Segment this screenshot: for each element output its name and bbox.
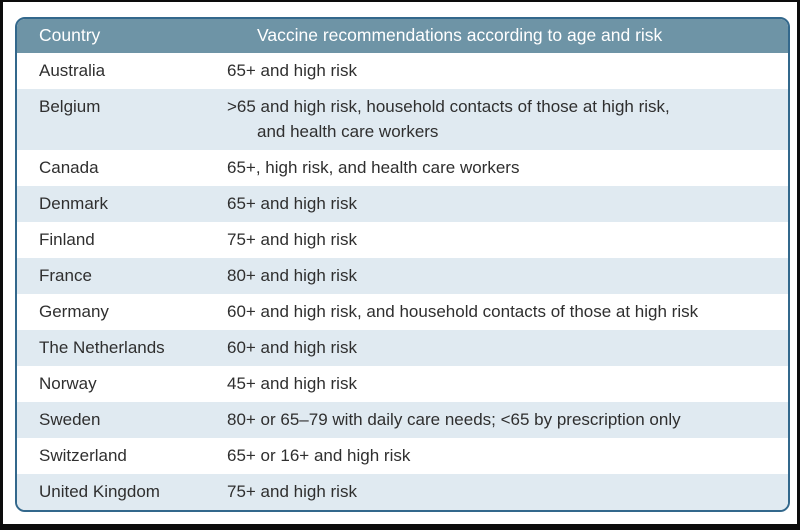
country-cell: Switzerland xyxy=(39,446,127,465)
country-cell: Finland xyxy=(39,230,95,249)
table-row: Finland 75+ and high risk xyxy=(17,222,788,258)
country-cell: Germany xyxy=(39,302,109,321)
recommendation-cell: 80+ and high risk xyxy=(227,266,357,285)
country-cell: France xyxy=(39,266,92,285)
recommendation-cell: 75+ and high risk xyxy=(227,230,357,249)
column-header-country: Country xyxy=(17,19,227,53)
country-cell: Sweden xyxy=(39,410,101,429)
table-row: Germany 60+ and high risk, and household… xyxy=(17,294,788,330)
country-cell: Denmark xyxy=(39,194,108,213)
country-cell: Canada xyxy=(39,158,99,177)
table-row: Australia 65+ and high risk xyxy=(17,53,788,89)
country-cell: Australia xyxy=(39,61,106,80)
recommendation-cell: 45+ and high risk xyxy=(227,374,357,393)
table-row: France 80+ and high risk xyxy=(17,258,788,294)
recommendation-cell: 80+ or 65–79 with daily care needs; <65 … xyxy=(227,410,681,429)
table-row: Belgium >65 and high risk, household con… xyxy=(17,89,788,150)
recommendation-cell: 65+, high risk, and health care workers xyxy=(227,158,520,177)
vaccine-table-card: Country Vaccine recommendations accordin… xyxy=(15,17,790,512)
recommendation-cell: >65 and high risk, household contacts of… xyxy=(227,97,670,141)
table-row: Denmark 65+ and high risk xyxy=(17,186,788,222)
table-row: Switzerland 65+ or 16+ and high risk xyxy=(17,438,788,474)
vaccine-recommendations-table: Country Vaccine recommendations accordin… xyxy=(17,19,788,510)
table-row: Norway 45+ and high risk xyxy=(17,366,788,402)
recommendation-cell: 75+ and high risk xyxy=(227,482,357,501)
table-row: Sweden 80+ or 65–79 with daily care need… xyxy=(17,402,788,438)
table-body: Australia 65+ and high risk Belgium >65 … xyxy=(17,53,788,510)
table-row: The Netherlands 60+ and high risk xyxy=(17,330,788,366)
recommendation-cell: 60+ and high risk, and household contact… xyxy=(227,302,699,321)
recommendation-cell: 60+ and high risk xyxy=(227,338,357,357)
recommendation-cell: 65+ and high risk xyxy=(227,194,357,213)
country-cell: Norway xyxy=(39,374,97,393)
country-cell: United Kingdom xyxy=(39,482,160,501)
country-cell: Belgium xyxy=(39,97,101,116)
column-header-recommendations: Vaccine recommendations according to age… xyxy=(227,19,788,53)
header-row: Country Vaccine recommendations accordin… xyxy=(17,19,788,53)
recommendation-cell: 65+ or 16+ and high risk xyxy=(227,446,411,465)
country-cell: The Netherlands xyxy=(39,338,165,357)
recommendation-cell: 65+ and high risk xyxy=(227,61,357,80)
table-header: Country Vaccine recommendations accordin… xyxy=(17,19,788,53)
table-row: United Kingdom 75+ and high risk xyxy=(17,474,788,510)
table-row: Canada 65+, high risk, and health care w… xyxy=(17,150,788,186)
